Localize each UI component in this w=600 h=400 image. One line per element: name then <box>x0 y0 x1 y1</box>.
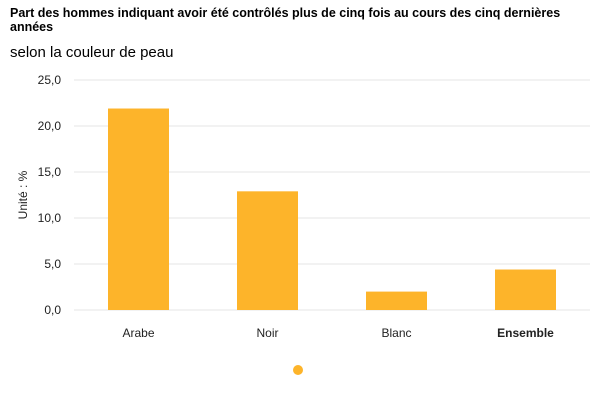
y-tick-label: 5,0 <box>44 257 61 271</box>
x-tick-label: Blanc <box>381 326 411 340</box>
bar-noir[interactable] <box>237 191 298 310</box>
y-tick-label: 10,0 <box>38 211 62 225</box>
bar-ensemble[interactable] <box>495 269 556 310</box>
bar-blanc[interactable] <box>366 291 427 310</box>
y-axis-ticks: 0,0 5,0 10,0 15,0 20,0 25,0 <box>38 73 62 317</box>
x-tick-label: Ensemble <box>497 326 554 340</box>
y-axis-label: Unité : % <box>16 170 30 219</box>
y-tick-label: 0,0 <box>44 303 61 317</box>
x-tick-label: Arabe <box>122 326 154 340</box>
y-tick-label: 20,0 <box>38 119 62 133</box>
bars <box>108 108 556 311</box>
x-tick-label: Noir <box>256 326 278 340</box>
legend-marker[interactable] <box>293 365 303 375</box>
y-tick-label: 25,0 <box>38 73 62 87</box>
chart-subtitle: selon la couleur de peau <box>10 44 174 61</box>
x-axis-ticks: Arabe Noir Blanc Ensemble <box>122 326 554 340</box>
chart-title: Part des hommes indiquant avoir été cont… <box>10 6 561 34</box>
y-tick-label: 15,0 <box>38 165 62 179</box>
bar-arabe[interactable] <box>108 108 169 311</box>
